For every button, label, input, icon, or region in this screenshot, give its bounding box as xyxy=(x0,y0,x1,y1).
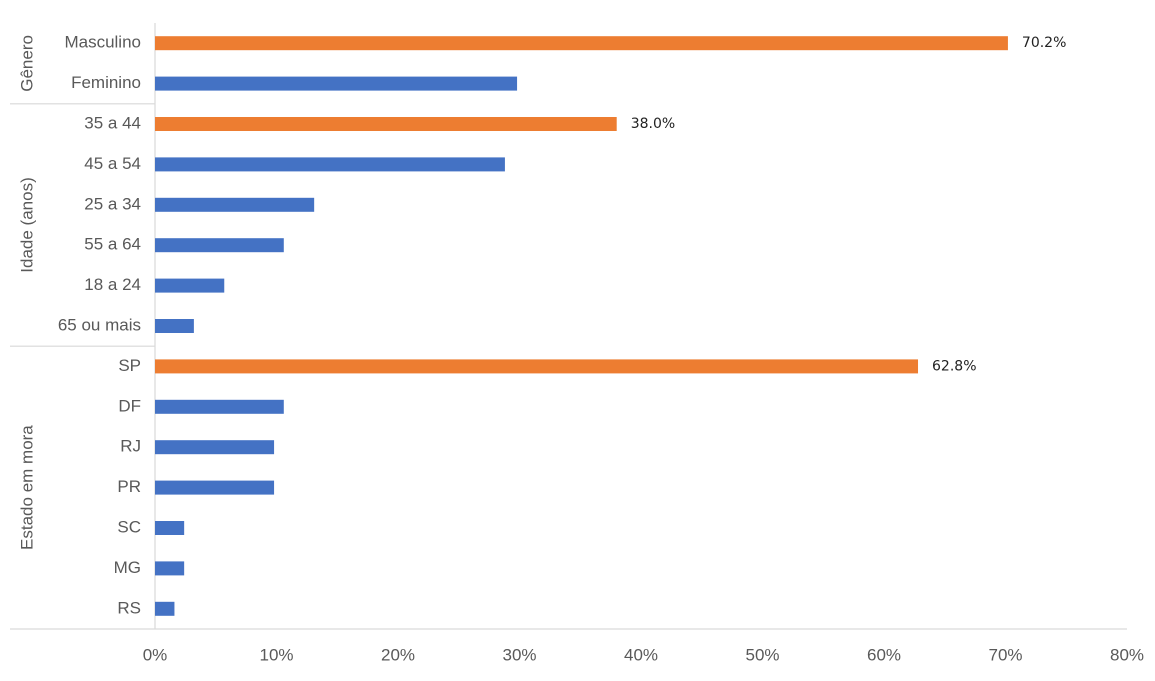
x-tick-label: 0% xyxy=(143,645,168,664)
bar xyxy=(155,238,284,253)
x-tick-label: 40% xyxy=(624,645,658,664)
x-tick-label: 50% xyxy=(745,645,779,664)
bar xyxy=(155,117,617,131)
y-tick-label: Masculino xyxy=(64,33,141,52)
x-tick-label: 80% xyxy=(1110,645,1144,664)
value-label: 70.2% xyxy=(1022,35,1066,51)
bar xyxy=(155,76,518,91)
y-tick-label: RS xyxy=(117,598,141,617)
value-label: 38.0% xyxy=(631,116,675,132)
bar xyxy=(155,36,1008,51)
y-tick-label: 25 a 34 xyxy=(84,194,141,213)
y-tick-label: 65 ou mais xyxy=(58,315,141,334)
bar xyxy=(155,601,175,616)
group-label: Gênero xyxy=(17,35,36,92)
y-tick-label: SC xyxy=(117,517,141,536)
group-label: Estado em mora xyxy=(17,425,36,550)
x-tick-label: 60% xyxy=(867,645,901,664)
bar xyxy=(155,480,275,495)
bar xyxy=(155,521,185,535)
bar xyxy=(155,561,185,576)
y-tick-label: RJ xyxy=(120,437,141,456)
x-tick-label: 20% xyxy=(381,645,415,664)
y-tick-label: PR xyxy=(117,477,141,496)
bar xyxy=(155,399,284,414)
bar xyxy=(155,359,919,374)
bar xyxy=(155,278,225,293)
group-label: Idade (anos) xyxy=(17,177,36,272)
x-tick-label: 30% xyxy=(502,645,536,664)
bar xyxy=(155,197,315,212)
y-tick-label: 45 a 54 xyxy=(84,154,141,173)
value-label: 62.8% xyxy=(932,358,976,374)
bar xyxy=(155,440,275,455)
x-tick-label: 10% xyxy=(259,645,293,664)
y-tick-label: SP xyxy=(118,356,141,375)
y-tick-label: MG xyxy=(114,558,141,577)
bar xyxy=(155,157,505,172)
y-tick-label: 35 a 44 xyxy=(84,113,141,132)
y-tick-label: 18 a 24 xyxy=(84,275,141,294)
bar xyxy=(155,319,194,333)
y-tick-label: Feminino xyxy=(71,73,141,92)
x-tick-label: 70% xyxy=(988,645,1022,664)
y-tick-label: 55 a 64 xyxy=(84,235,141,254)
y-tick-label: DF xyxy=(118,396,141,415)
